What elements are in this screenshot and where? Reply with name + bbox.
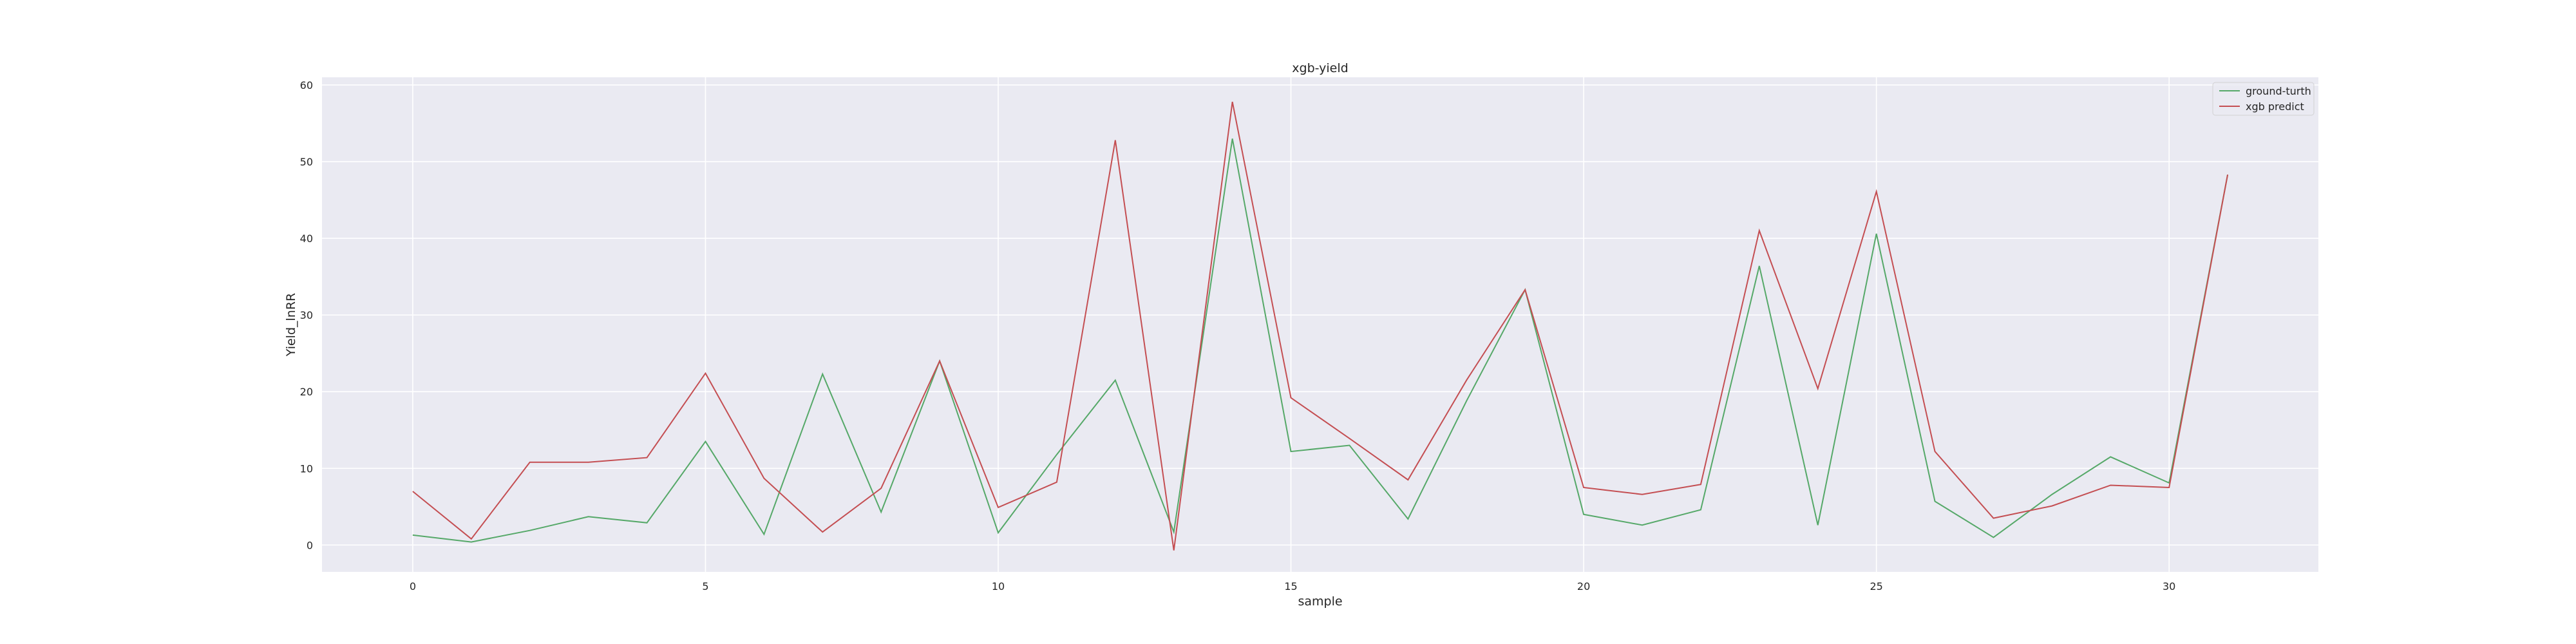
legend-label-ground-turth: ground-turth [2246, 85, 2311, 97]
legend: ground-turth xgb predict [2212, 82, 2315, 116]
series-lines [412, 101, 2229, 551]
x-tick-label: 5 [702, 580, 708, 592]
series-line-xgb-predict [412, 101, 2229, 551]
x-tick-label: 30 [2163, 580, 2175, 592]
tick-labels: 0 5 10 15 20 25 30 0 10 20 30 40 50 60 [300, 79, 2176, 592]
x-tick-label: 0 [410, 580, 416, 592]
legend-label-xgb-predict: xgb predict [2246, 100, 2304, 113]
grid [322, 77, 2318, 572]
x-tick-label: 10 [992, 580, 1005, 592]
y-axis-label: Yield_lnRR [284, 293, 298, 357]
y-tick-label: 40 [300, 232, 313, 245]
y-tick-label: 0 [307, 539, 313, 551]
plot-background [322, 77, 2318, 572]
x-tick-label: 20 [1577, 580, 1590, 592]
x-tick-label: 15 [1284, 580, 1297, 592]
y-tick-label: 30 [300, 309, 313, 321]
y-tick-label: 60 [300, 79, 313, 91]
y-tick-label: 20 [300, 386, 313, 398]
x-tick-label: 25 [1870, 580, 1882, 592]
series-line-ground-turth [412, 138, 2229, 543]
y-tick-label: 10 [300, 462, 313, 475]
y-tick-label: 50 [300, 156, 313, 168]
chart-title: xgb-yield [1292, 61, 1348, 75]
x-axis-label: sample [1298, 594, 1342, 609]
